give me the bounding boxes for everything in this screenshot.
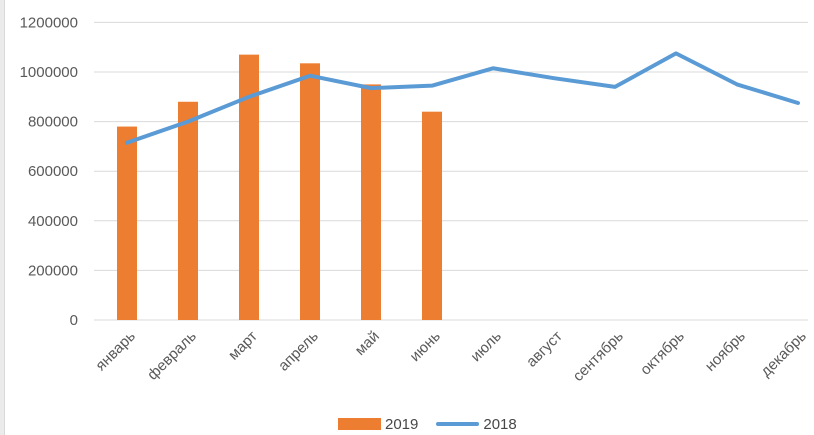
x-axis-tick-label: январь [92, 328, 139, 375]
legend-item-2018[interactable]: 2018 [436, 415, 517, 433]
y-axis-tick-label: 200000 [28, 262, 78, 279]
bar-2019-апрель[interactable] [300, 63, 320, 320]
x-axis-tick-label: август [523, 328, 566, 371]
y-axis-tick-label: 600000 [28, 163, 78, 180]
x-axis-tick-label: ноябрь [702, 328, 749, 375]
y-axis-tick-label: 1000000 [20, 64, 78, 81]
x-axis-tick-label: октябрь [637, 328, 688, 379]
y-axis-tick-label: 1200000 [20, 14, 78, 31]
y-axis-tick-label: 0 [70, 312, 78, 329]
y-axis-tick-label: 800000 [28, 114, 78, 131]
bar-2019-январь[interactable] [117, 126, 137, 320]
bar-2019-июнь[interactable] [422, 111, 442, 321]
window-edge [0, 0, 5, 435]
legend-swatch-2019-bar [338, 418, 381, 430]
x-axis-tick-label: апрель [275, 328, 322, 375]
y-axis-tick-label: 400000 [28, 213, 78, 230]
legend-label-2019: 2019 [385, 415, 419, 433]
x-axis-tick-label: декабрь [757, 328, 810, 381]
x-axis-tick-label: март [225, 328, 261, 364]
bar-2019-февраль[interactable] [178, 101, 198, 320]
x-axis-tick-label: июнь [407, 328, 444, 365]
bar-2019-май[interactable] [361, 84, 381, 321]
bar-2019-март[interactable] [239, 54, 259, 320]
chart-legend: 2019 2018 [338, 413, 517, 435]
x-axis-tick-label: февраль [144, 328, 200, 384]
x-axis-tick-label: май [352, 328, 383, 359]
x-axis-tick-label: сентябрь [570, 328, 627, 385]
legend-swatch-2018-line [436, 422, 480, 426]
line-series-2018[interactable] [125, 51, 800, 145]
x-axis-tick-label: июль [467, 328, 505, 366]
legend-item-2019[interactable]: 2019 [338, 417, 418, 432]
legend-label-2018: 2018 [483, 415, 517, 433]
